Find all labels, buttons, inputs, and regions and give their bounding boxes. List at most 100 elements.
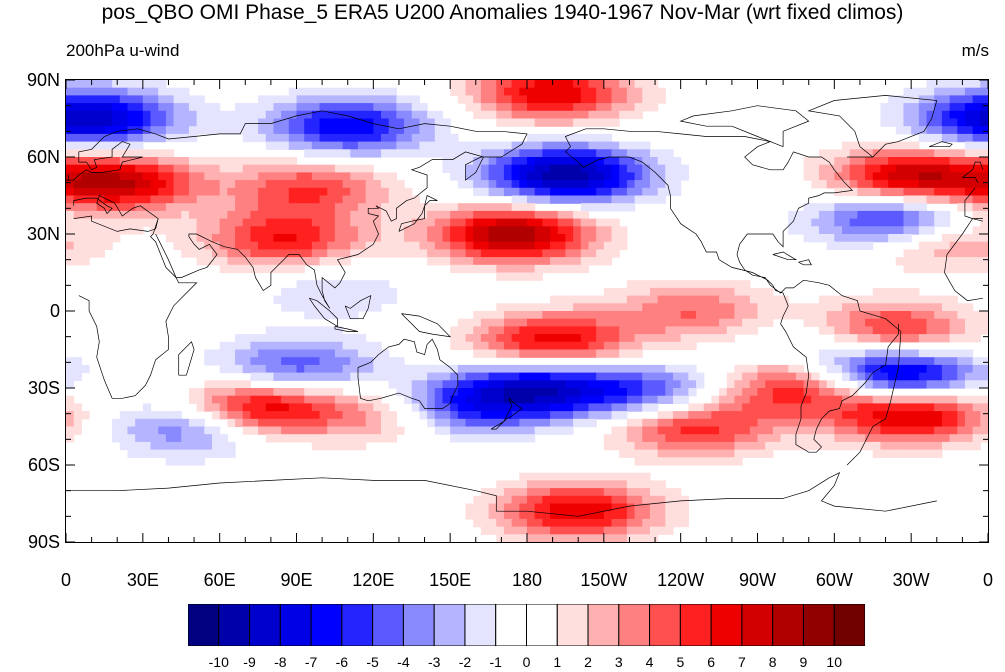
anomaly-cell [434,226,444,235]
anomaly-cell [519,403,528,412]
anomaly-cell [588,403,597,412]
anomaly-cell [381,118,390,127]
anomaly-cell [181,203,190,212]
anomaly-cell [626,80,636,89]
anomaly-cell [964,411,974,420]
anomaly-cell [672,426,682,435]
anomaly-cell [918,241,928,250]
anomaly-cell [580,157,590,166]
anomaly-cell [918,318,928,327]
anomaly-cell [496,388,505,397]
anomaly-cell [665,503,674,512]
anomaly-cell [742,318,751,327]
anomaly-cell [104,157,113,166]
anomaly-cell [457,157,467,166]
anomaly-cell [926,349,935,358]
anomaly-cell [73,257,82,266]
anomaly-cell [342,133,351,143]
anomaly-cell [542,141,551,150]
anomaly-cell [89,157,98,166]
anomaly-cell [703,411,712,420]
anomaly-cell [373,126,382,135]
anomaly-cell [365,172,374,181]
anomaly-cell [665,295,674,304]
anomaly-cell [173,449,182,458]
anomaly-cell [350,295,359,304]
anomaly-cell [957,357,966,366]
anomaly-cell [849,418,858,428]
anomaly-cell [527,511,536,520]
anomaly-cell [580,241,590,250]
anomaly-cell [342,226,351,235]
anomaly-cell [242,395,251,404]
anomaly-cell [911,449,920,458]
anomaly-cell [865,434,874,443]
anomaly-cell [350,172,359,181]
anomaly-cell [188,195,198,204]
anomaly-cell [288,241,298,250]
anomaly-cell [550,95,559,104]
anomaly-cell [811,388,820,397]
anomaly-cell [357,218,367,227]
anomaly-cell [672,334,682,343]
anomaly-cell [872,403,882,412]
colorbar-swatch [341,604,374,646]
anomaly-cell [181,87,190,96]
anomaly-cell [903,434,912,443]
anomaly-cell [480,226,490,235]
anomaly-cell [503,334,513,343]
anomaly-cell [527,141,536,150]
anomaly-cell [795,218,805,227]
colorbar-label: 5 [676,654,685,670]
anomaly-cell [611,411,620,420]
anomaly-cell [181,195,190,204]
anomaly-cell [388,287,397,297]
anomaly-cell [611,534,620,542]
anomaly-cell [473,180,482,189]
anomaly-cell [73,172,82,181]
anomaly-cell [565,80,574,89]
anomaly-cell [588,249,597,258]
anomaly-cell [327,234,336,243]
anomaly-cell [903,411,912,420]
anomaly-cell [619,80,628,89]
anomaly-cell [603,388,613,397]
anomaly-cell [273,403,282,412]
anomaly-cell [964,426,974,435]
anomaly-cell [642,457,651,466]
anomaly-cell [834,157,843,166]
anomaly-cell [642,395,651,404]
anomaly-cell [888,210,897,220]
anomaly-cell [972,249,981,258]
anomaly-cell [496,364,505,374]
anomaly-cell [465,364,474,374]
anomaly-cell [903,210,912,220]
anomaly-cell [880,187,889,197]
anomaly-cell [419,218,428,227]
anomaly-cell [672,372,682,381]
anomaly-cell [488,80,497,89]
anomaly-cell [81,241,90,250]
anomaly-cell [857,180,866,189]
anomaly-cell [404,110,413,120]
anomaly-cell [511,503,520,512]
anomaly-cell [66,210,75,220]
anomaly-cell [895,157,905,166]
anomaly-cell [895,164,905,173]
anomaly-cell [588,180,597,189]
anomaly-cell [649,326,659,335]
anomaly-cell [580,234,590,243]
anomaly-cell [527,241,536,250]
anomaly-cell [404,210,413,220]
anomaly-cell [588,395,597,404]
anomaly-cell [211,195,221,204]
anomaly-cell [66,418,75,428]
anomaly-cell [127,133,136,143]
anomaly-cell [488,249,497,258]
anomaly-cell [895,295,905,304]
anomaly-cell [304,126,313,135]
anomaly-cell [580,195,590,204]
anomaly-cell [918,103,928,112]
anomaly-cell [588,388,597,397]
anomaly-cell [219,126,228,135]
